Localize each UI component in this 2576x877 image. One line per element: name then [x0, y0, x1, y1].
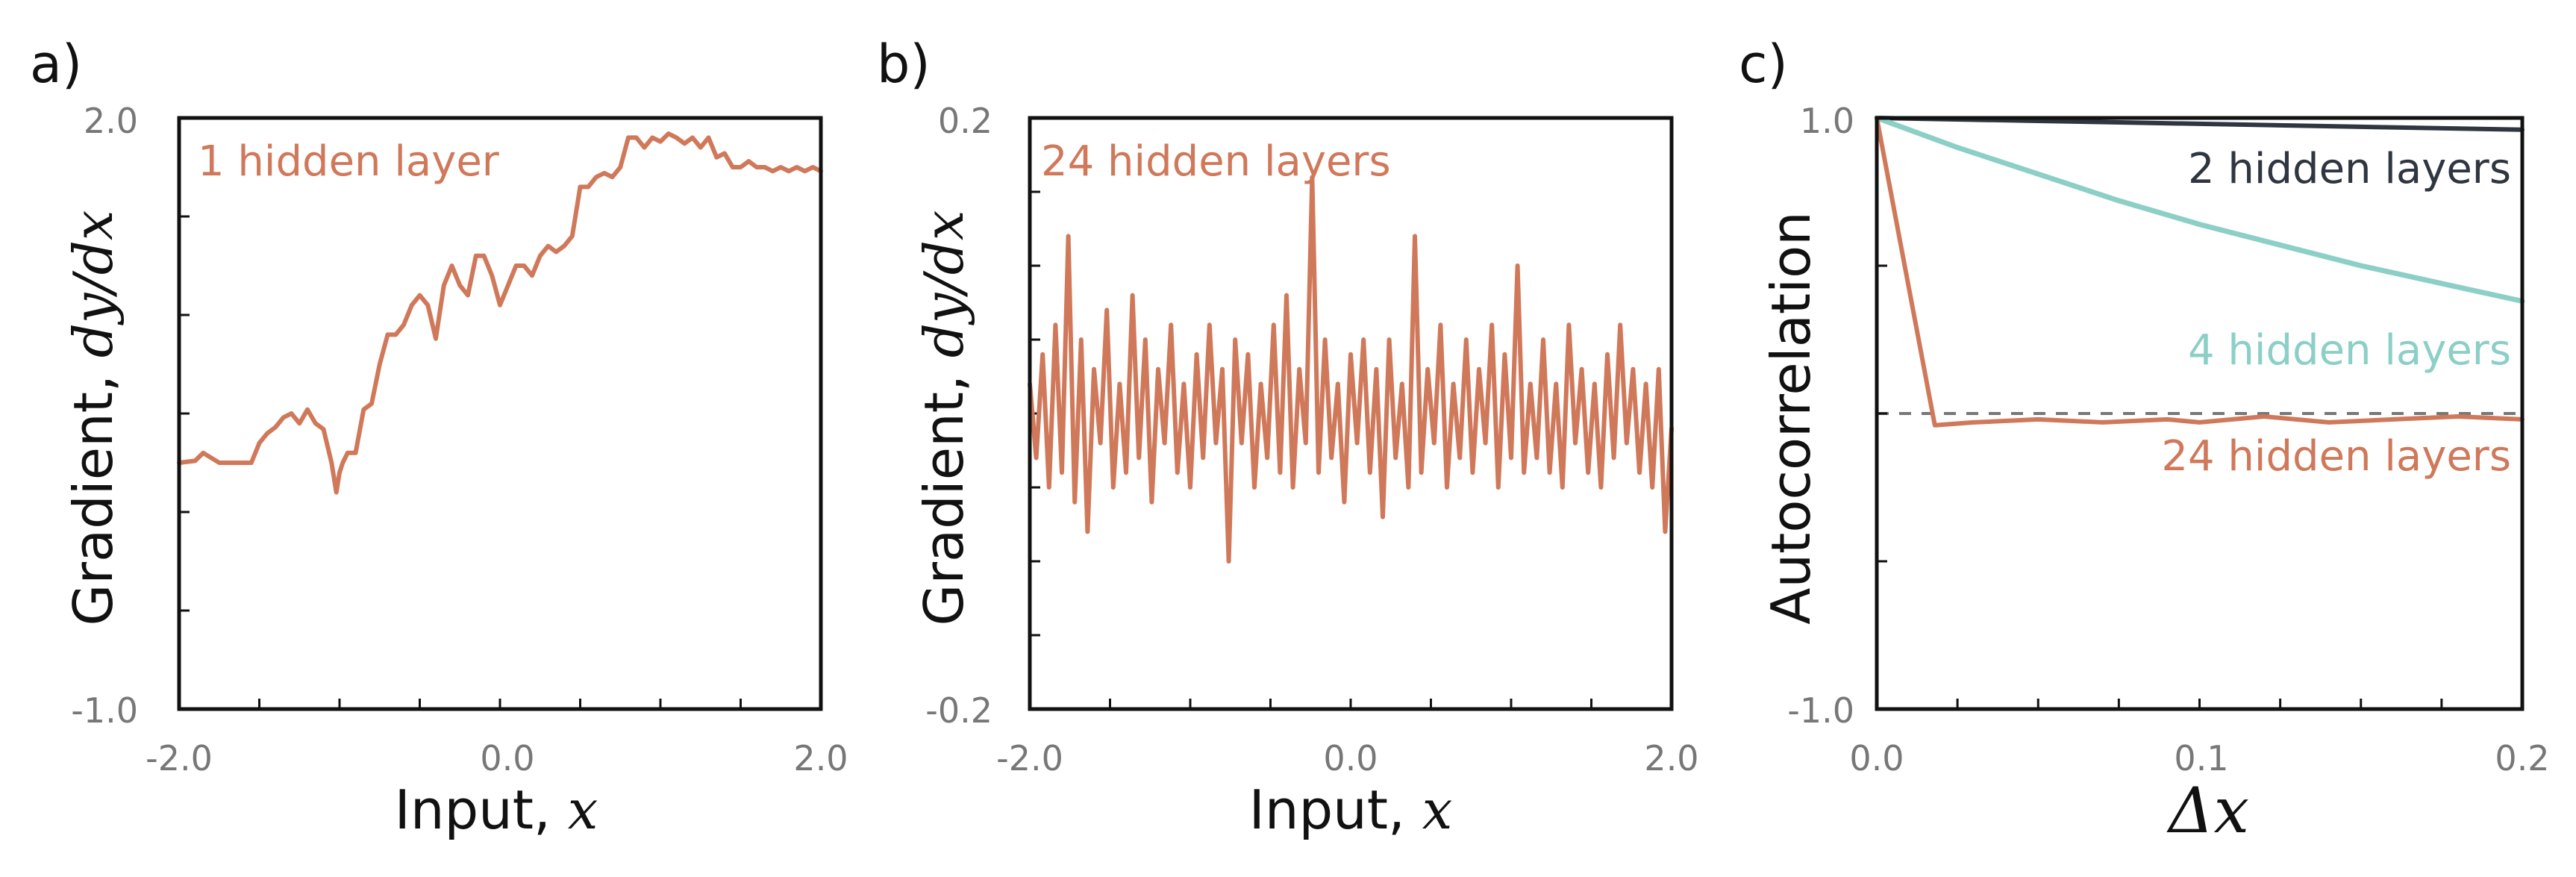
panel-b-xlabel-math: x [1422, 778, 1453, 841]
panel-a-series-line-0 [177, 131, 823, 495]
panel-c-xlabel-math: Δx [2166, 774, 2249, 847]
panel-b-xtick-1: 0.0 [1323, 738, 1378, 778]
panel-a-xlabel-text: Input, [395, 778, 568, 841]
panel-b-xtick-0: -2.0 [996, 738, 1063, 778]
panel-b-xlabel-text: Input, [1249, 778, 1422, 841]
panel-a-annotation: 1 hidden layer [198, 137, 500, 186]
panel-c-ytick-bottom: -1.0 [1787, 690, 1854, 731]
plot-layer [177, 115, 2525, 711]
panel-a-xtick-0: -2.0 [146, 738, 213, 778]
panel-b-ylabel-text: Gradient, [913, 358, 975, 625]
panel-a-frame [177, 116, 823, 711]
panel-c-xtick-0: 0.0 [1849, 738, 1904, 778]
panel-c-xtick-1: 0.1 [2174, 738, 2228, 778]
panel-c-frame [1875, 116, 2525, 711]
panel-a-letter: a) [30, 34, 82, 95]
panel-c-series-line-0 [1875, 116, 2525, 132]
panel-b-xtick-2: 2.0 [1644, 738, 1698, 778]
panel-a: a) 2.0 -1.0 -2.0 0.0 2.0 Input, x Gradie… [30, 34, 848, 841]
panel-b-ylabel-math: dy/dx [913, 210, 975, 358]
panel-c-xtick-2: 0.2 [2495, 738, 2549, 778]
panel-c: c) 1.0 -1.0 0.0 0.1 0.2 Δx Autocorrelati… [1739, 34, 2550, 847]
panel-b: b) 0.2 -0.2 -2.0 0.0 2.0 Input, x Gradie… [877, 34, 1699, 841]
panel-b-xlabel: Input, x [1249, 778, 1453, 841]
panel-a-ytick-top: 2.0 [84, 101, 138, 141]
panel-a-ylabel: Gradient, dy/dx [62, 210, 125, 626]
panel-b-letter: b) [877, 34, 931, 95]
panel-b-series-line-0 [1028, 175, 1674, 564]
panel-b-ytick-top: 0.2 [938, 101, 992, 141]
panel-c-letter: c) [1739, 34, 1788, 95]
panel-b-ytick-bottom: -0.2 [925, 690, 992, 731]
panel-c-ylabel-text: Autocorrelation [1760, 211, 1822, 625]
panel-a-xtick-1: 0.0 [480, 738, 534, 778]
panel-c-xlabel: Δx [2166, 774, 2249, 847]
panel-c-label-series-0: 2 hidden layers [2188, 145, 2511, 193]
panel-a-ylabel-math: dy/dx [62, 210, 125, 358]
panel-b-annotation: 24 hidden layers [1041, 137, 1391, 186]
panel-c-ylabel: Autocorrelation [1760, 211, 1822, 625]
panel-c-series-line-1 [1874, 115, 2525, 304]
panel-c-label-series-1: 4 hidden layers [2188, 326, 2511, 375]
panel-a-ytick-bottom: -1.0 [71, 690, 138, 731]
panel-a-xtick-2: 2.0 [793, 738, 848, 778]
panel-a-xlabel-math: x [568, 778, 598, 841]
panel-b-frame [1028, 116, 1674, 711]
panel-c-label-series-2: 24 hidden layers [2161, 432, 2511, 481]
panel-a-ylabel-text: Gradient, [62, 358, 125, 625]
panel-c-series-line-2 [1875, 116, 2525, 428]
panel-a-xlabel: Input, x [395, 778, 598, 841]
panel-c-ytick-top: 1.0 [1800, 101, 1854, 141]
panel-b-ylabel: Gradient, dy/dx [913, 210, 975, 626]
